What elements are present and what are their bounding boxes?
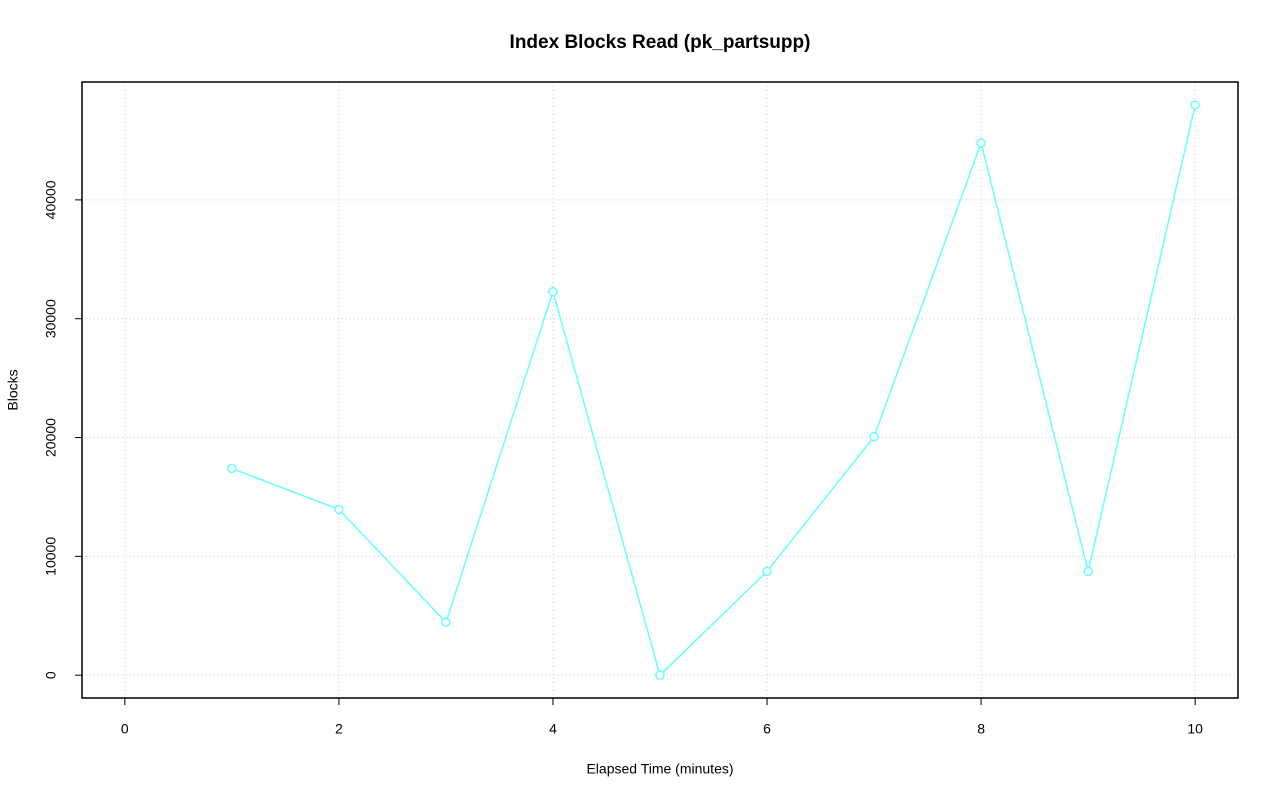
y-tick-label: 30000: [43, 299, 59, 338]
y-tick-label: 10000: [43, 537, 59, 576]
y-tick-label: 20000: [43, 418, 59, 457]
point: [441, 617, 451, 628]
x-tick-label: 8: [977, 721, 985, 737]
x-tick-label: 10: [1187, 721, 1203, 737]
y-tick-label: 40000: [43, 180, 59, 219]
point: [762, 566, 772, 577]
line: [231, 104, 1196, 677]
point: [976, 138, 986, 148]
x-tick-label: 0: [121, 721, 129, 737]
plot-frame: [81, 81, 1239, 699]
point: [1083, 566, 1093, 577]
point: [655, 670, 665, 680]
point: [548, 286, 558, 297]
chart-title: Index Blocks Read (pk_partsupp): [510, 32, 811, 53]
y-axis-label: Blocks: [5, 369, 21, 410]
point: [334, 504, 344, 515]
x-tick-label: 2: [335, 721, 343, 737]
x-tick-label: 4: [549, 721, 557, 737]
y-tick-label: 0: [43, 671, 59, 679]
point: [227, 463, 237, 474]
x-axis-label: Elapsed Time (minutes): [586, 761, 733, 777]
x-tick-label: 6: [763, 721, 771, 737]
point: [1190, 100, 1200, 110]
point: [869, 431, 879, 442]
